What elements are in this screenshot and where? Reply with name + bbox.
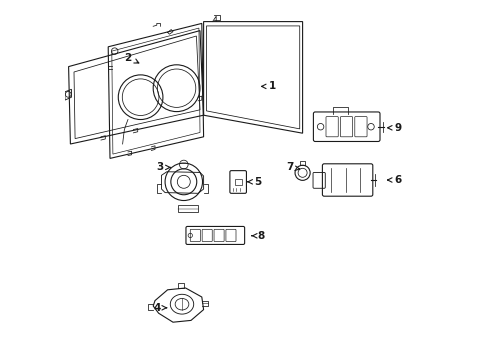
Text: 6: 6 [388, 175, 402, 185]
Text: 8: 8 [252, 231, 265, 241]
Text: 2: 2 [124, 53, 139, 63]
Text: 3: 3 [157, 162, 170, 172]
Text: 9: 9 [388, 123, 402, 133]
Text: 5: 5 [248, 177, 261, 187]
Text: 7: 7 [286, 162, 300, 172]
Text: 1: 1 [262, 81, 275, 91]
Text: 4: 4 [153, 303, 167, 313]
